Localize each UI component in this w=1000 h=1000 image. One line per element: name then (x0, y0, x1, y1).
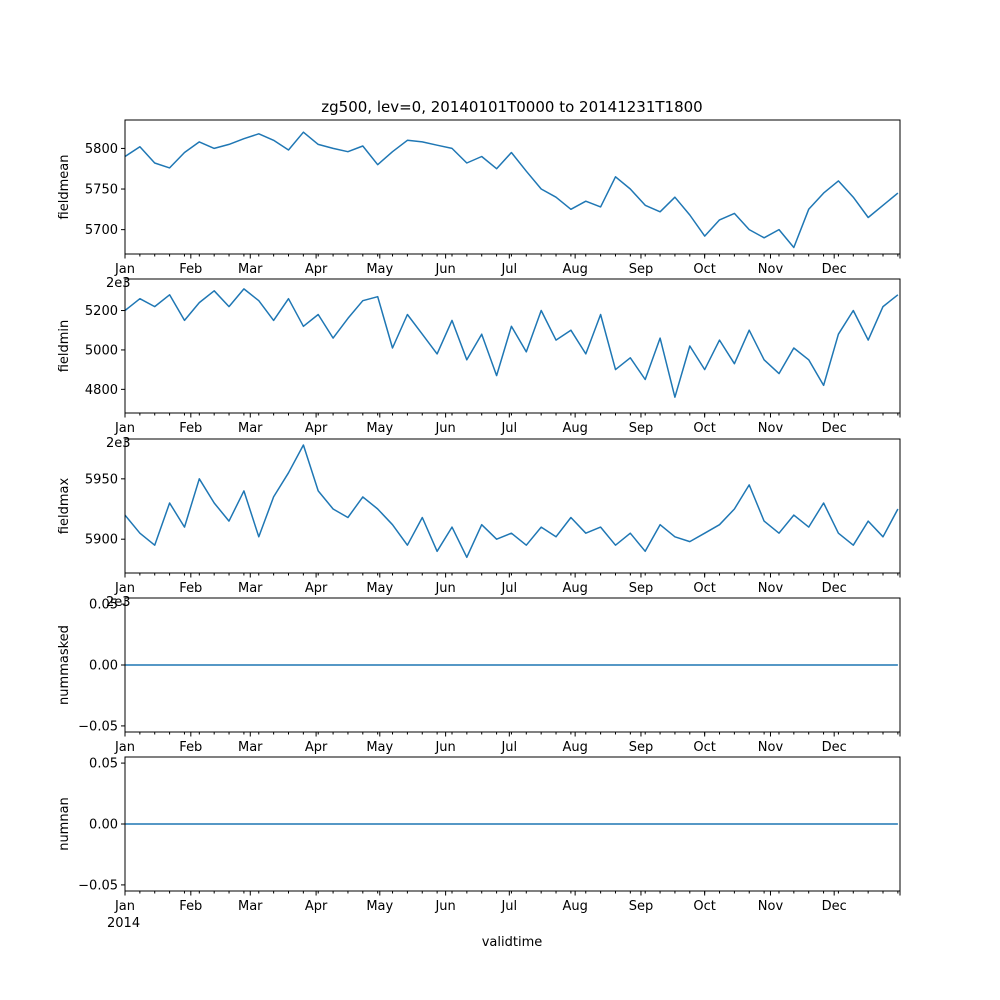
x-tick-label: Apr (305, 899, 328, 914)
x-tick-label: Nov (758, 581, 784, 596)
y-tick-label: 0.00 (89, 818, 118, 833)
x-tick-label: Sep (629, 262, 654, 277)
x-tick-label: Apr (305, 740, 328, 755)
subplot-fieldmin: 4800 5000 5200 fieldmin 2e3 Jan Feb Mar Apr May Ju… (57, 276, 901, 436)
x-tick-label: Aug (562, 899, 587, 914)
x-tick-label: Apr (305, 262, 328, 277)
x-tick-label: Nov (758, 740, 784, 755)
x-tick-label: Apr (305, 581, 328, 596)
x-tick-label: Sep (629, 581, 654, 596)
x-tick-label: Mar (238, 262, 263, 277)
y-tick-label: 0.05 (89, 757, 118, 772)
x-tick-label: Nov (758, 899, 784, 914)
y-tick-label: 4800 (85, 383, 118, 398)
y-tick-label: −0.05 (78, 878, 118, 893)
y-tick-label: 5750 (85, 183, 118, 198)
x-tick-label: Nov (758, 421, 784, 436)
x-tick-label: Jul (500, 581, 517, 596)
x-tick-label: Jun (434, 899, 455, 914)
y-offset-label: 2e3 (106, 595, 131, 610)
x-tick-label: Jun (434, 581, 455, 596)
x-tick-label: Jul (500, 899, 517, 914)
x-tick-label: Oct (693, 740, 715, 755)
x-tick-label: Dec (822, 740, 847, 755)
x-tick-label: Aug (562, 421, 587, 436)
x-tick-label: Jun (434, 262, 455, 277)
x-tick-label: Feb (179, 421, 202, 436)
series-line-fieldmin (124, 288, 899, 398)
axes-frame (124, 278, 901, 414)
panels: 5700 5750 5800 fieldmean Jan Feb Mar Apr May Jun J… (57, 119, 901, 914)
x-tick-label: Mar (238, 421, 263, 436)
subplot-fieldmean: 5700 5750 5800 fieldmean Jan Feb Mar Apr May Jun J… (57, 119, 901, 277)
y-offset-label: 2e3 (106, 436, 131, 451)
x-tick-label: Feb (179, 740, 202, 755)
y-tick-label: 5700 (85, 223, 118, 238)
y-tick-label: 5200 (85, 304, 118, 319)
y-tick-label: 5800 (85, 142, 118, 157)
y-axis-label: fieldmax (57, 478, 72, 535)
x-tick-label: May (366, 740, 393, 755)
axes-frame (124, 438, 901, 574)
x-tick-label: Jan (114, 740, 135, 755)
y-axis-label: numnan (57, 797, 72, 851)
axes-frame (124, 119, 901, 255)
y-axis-label: fieldmean (57, 155, 72, 220)
y-tick-label: 5900 (85, 533, 118, 548)
y-axis-label: nummasked (57, 625, 72, 705)
x-tick-label: Aug (562, 581, 587, 596)
y-tick-label: 5000 (85, 343, 118, 358)
x-tick-label: Nov (758, 262, 784, 277)
x-axis-label: validtime (482, 935, 543, 950)
subplot-numnan: −0.05 0.00 0.05 numnan Jan Feb Mar Apr May Jun Jul… (57, 756, 901, 914)
chart-title: zg500, lev=0, 20140101T0000 to 20141231T… (321, 98, 702, 116)
x-tick-label: May (366, 262, 393, 277)
x-tick-label: Sep (629, 740, 654, 755)
x-tick-label: Sep (629, 899, 654, 914)
x-tick-label: Jun (434, 421, 455, 436)
x-tick-label: Oct (693, 581, 715, 596)
x-tick-label: May (366, 581, 393, 596)
x-tick-label: Jun (434, 740, 455, 755)
subplot-fieldmax: 5900 5950 fieldmax 2e3 Jan Feb Mar Apr May Jun Jul… (57, 436, 901, 596)
y-tick-label: 0.00 (89, 659, 118, 674)
subplot-nummasked: −0.05 0.00 0.05 nummasked 2e3 Jan Feb Mar Apr May… (57, 595, 901, 755)
series-line-fieldmax (124, 444, 899, 559)
y-offset-label: 2e3 (106, 276, 131, 291)
x-tick-label: Aug (562, 740, 587, 755)
x-tick-label: Dec (822, 899, 847, 914)
y-tick-label: −0.05 (78, 719, 118, 734)
x-tick-label: May (366, 899, 393, 914)
x-tick-label: Jul (500, 262, 517, 277)
x-tick-label: Mar (238, 581, 263, 596)
x-tick-label: Oct (693, 421, 715, 436)
series-line-fieldmean (124, 131, 899, 249)
y-axis-label: fieldmin (57, 320, 72, 373)
x-tick-label: Jul (500, 421, 517, 436)
x-tick-label: Mar (238, 899, 263, 914)
x-tick-label: May (366, 421, 393, 436)
x-tick-label: Feb (179, 262, 202, 277)
x-tick-label: Jan (114, 421, 135, 436)
x-tick-label: Jul (500, 740, 517, 755)
x-tick-label: Jan (114, 581, 135, 596)
x-tick-label: Oct (693, 899, 715, 914)
year-label: 2014 (107, 916, 140, 931)
x-tick-label: Oct (693, 262, 715, 277)
y-tick-label: 0.05 (89, 598, 118, 613)
x-tick-label: Jan (114, 899, 135, 914)
x-tick-label: Feb (179, 899, 202, 914)
x-tick-label: Dec (822, 581, 847, 596)
x-tick-label: Feb (179, 581, 202, 596)
y-tick-label: 5950 (85, 472, 118, 487)
x-tick-label: Dec (822, 421, 847, 436)
x-tick-label: Dec (822, 262, 847, 277)
x-tick-label: Jan (114, 262, 135, 277)
x-tick-label: Aug (562, 262, 587, 277)
x-tick-label: Apr (305, 421, 328, 436)
x-tick-label: Sep (629, 421, 654, 436)
x-tick-label: Mar (238, 740, 263, 755)
